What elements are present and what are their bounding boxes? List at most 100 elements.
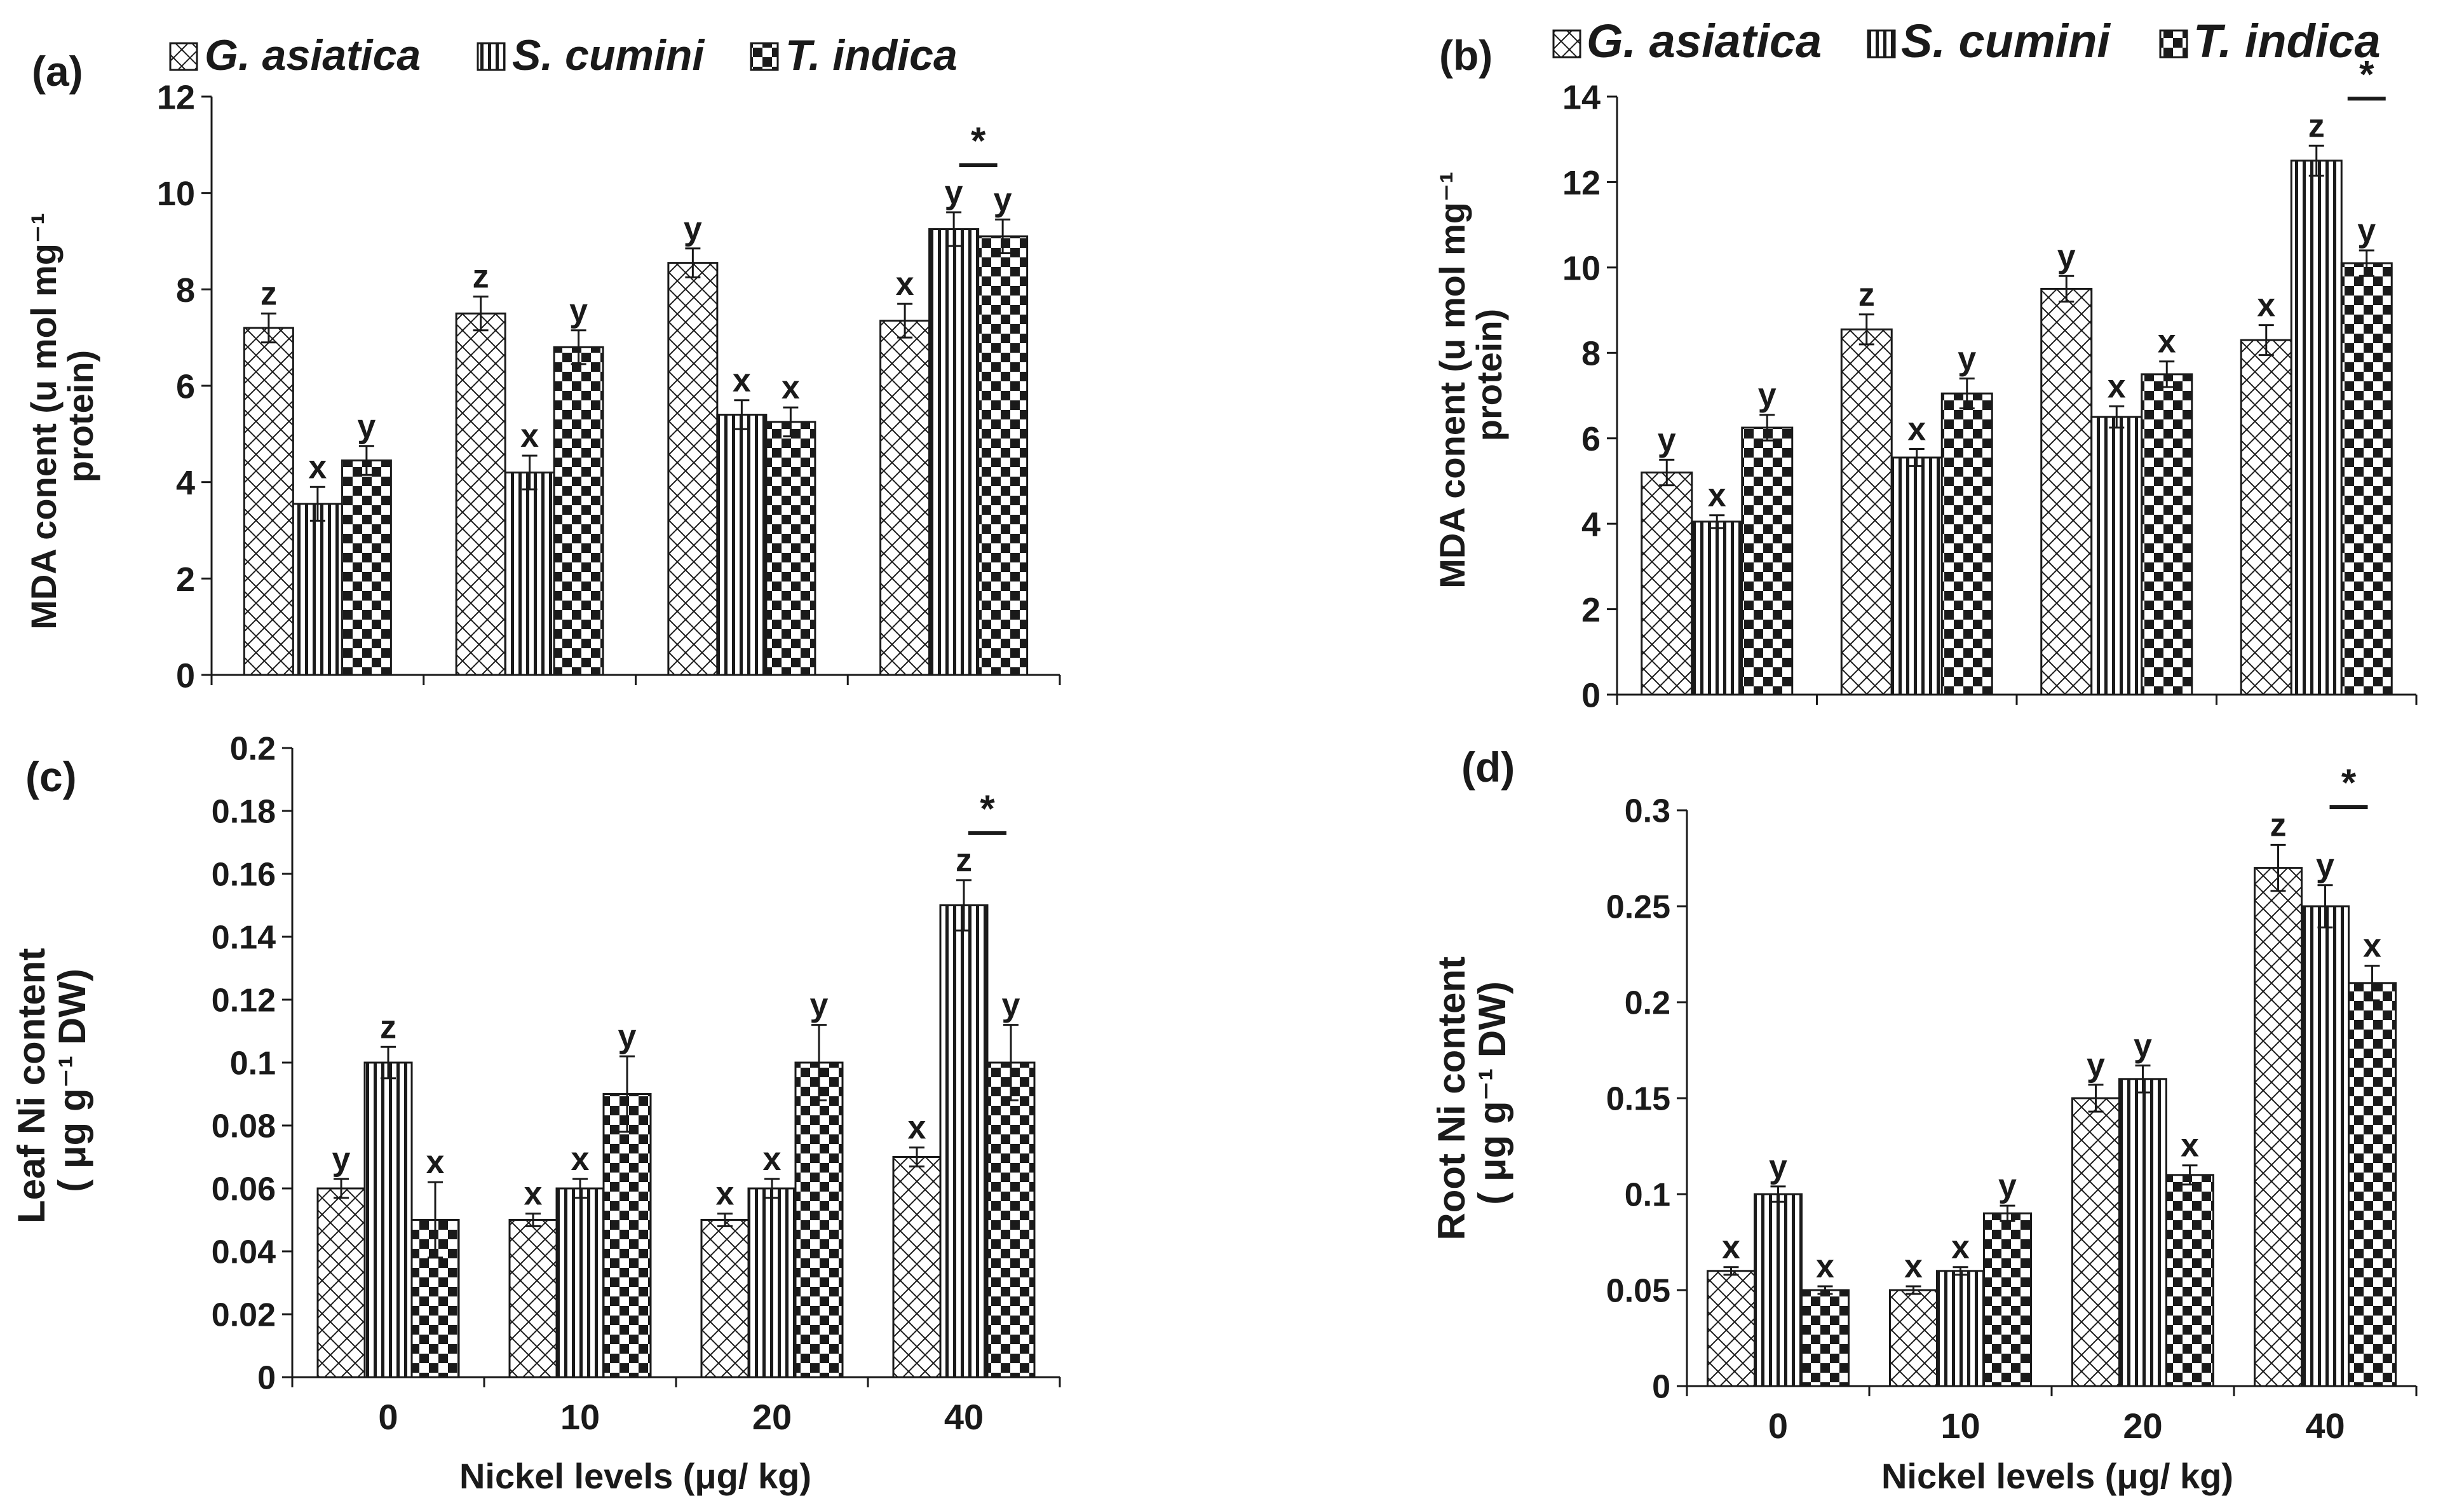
legend-item-t-indica: T. indica (750, 31, 958, 79)
y-axis-label: MDA conent (u mol mg⁻¹ protein) (1432, 161, 1509, 588)
y-tick-label: 12 (1562, 164, 1601, 202)
y-tick-label: 8 (176, 271, 195, 309)
y-tick-label: 0 (1652, 1369, 1670, 1406)
y-tick-label: 0.3 (1625, 793, 1670, 830)
bar-t-indica (2141, 373, 2193, 696)
bar-s-cumini (2290, 160, 2343, 696)
legend-item-s-cumini: S. cumini (1867, 15, 2111, 67)
bar-g-asiatica (667, 262, 719, 676)
significance-letter: y (1769, 1148, 1787, 1185)
legend-label: G. asiatica (1587, 15, 1822, 67)
bar-g-asiatica (1641, 471, 1693, 696)
y-tick-label: 0.16 (212, 857, 276, 894)
legend-item-g-asiatica: G. asiatica (169, 31, 421, 79)
y-tick-label: 0.2 (1625, 985, 1670, 1022)
significance-letter: y (618, 1018, 637, 1055)
legend-label: G. asiatica (205, 31, 421, 79)
significance-letter: y (1998, 1167, 2017, 1204)
significance-letter: y (332, 1141, 351, 1178)
significance-star: * (980, 787, 995, 830)
significance-letter: x (571, 1141, 590, 1178)
y-tick-label: 0.18 (212, 794, 276, 831)
y-axis-label: MDA conent (u mol mg⁻¹ protein) (24, 203, 100, 629)
y-axis-label: Leaf Ni content ( μg g⁻¹ DW) (10, 937, 93, 1223)
bar-t-indica (765, 421, 816, 676)
bar-t-indica (2340, 262, 2393, 696)
bar-s-cumini (1890, 456, 1943, 696)
significance-letter: x (1951, 1229, 1970, 1266)
bar-s-cumini (1936, 1270, 1985, 1387)
significance-letter: x (896, 266, 914, 303)
legend: G. asiatica S. cumini T. indica (169, 31, 958, 79)
y-tick-label: 0.05 (1606, 1273, 1670, 1310)
y-tick-label: 6 (176, 367, 195, 405)
significance-letter: x (1907, 411, 1926, 448)
legend-swatch-s-cumini (1867, 29, 1896, 58)
significance-letter: x (2158, 323, 2176, 360)
significance-star: * (2341, 761, 2357, 804)
significance-letter: z (473, 259, 489, 296)
significance-letter: x (733, 362, 751, 399)
x-tick-label: 10 (1940, 1406, 1980, 1446)
bar-t-indica (986, 1061, 1036, 1378)
legend-label: T. indica (785, 31, 958, 79)
bar-t-indica (1801, 1289, 1850, 1387)
bar-s-cumini (747, 1187, 797, 1378)
significance-letter: x (426, 1144, 445, 1181)
legend-item-t-indica: T. indica (2159, 15, 2381, 67)
significance-letter: z (2308, 107, 2325, 144)
significance-letter: z (1858, 276, 1875, 313)
x-tick-label: 40 (2305, 1406, 2345, 1446)
y-tick-label: 0.12 (212, 983, 276, 1019)
bar-g-asiatica (879, 320, 931, 676)
y-axis-label-line: ( μg g⁻¹ DW) (1471, 981, 1513, 1205)
bar-s-cumini (2301, 905, 2350, 1387)
bar-g-asiatica (316, 1187, 366, 1378)
bar-t-indica (977, 235, 1029, 676)
y-axis-label-line: protein) (60, 350, 100, 482)
y-tick-label: 0.14 (212, 920, 276, 956)
bar-s-cumini (939, 904, 989, 1378)
significance-letter: x (1708, 477, 1726, 514)
panel-label: (d) (1461, 744, 1515, 791)
significance-letter: y (1658, 421, 1676, 458)
legend-swatch-t-indica (2159, 29, 2188, 58)
significance-letter: x (520, 418, 539, 454)
y-tick-label: 2 (176, 561, 195, 599)
significance-letter: y (1758, 377, 1777, 414)
y-tick-label: 2 (1581, 591, 1601, 629)
y-tick-label: 0 (1581, 676, 1601, 714)
y-tick-label: 4 (176, 464, 195, 502)
bar-g-asiatica (2254, 867, 2303, 1387)
bar-t-indica (2165, 1174, 2214, 1387)
significance-letter: y (684, 210, 702, 247)
y-axis-label-line: ( μg g⁻¹ DW) (51, 969, 93, 1192)
bar-s-cumini (363, 1061, 413, 1378)
x-tick-label: 10 (560, 1397, 600, 1437)
significance-letter: x (524, 1176, 543, 1213)
x-tick-label: 0 (1768, 1406, 1788, 1446)
y-axis-label-line: MDA conent (u mol mg⁻¹ (24, 213, 64, 630)
y-axis-label-line: Root Ni content (1430, 956, 1473, 1241)
significance-letter: y (569, 292, 588, 329)
legend-swatch-g-asiatica (169, 42, 198, 71)
bar-g-asiatica (508, 1219, 558, 1378)
panel-label: (b) (1439, 32, 1493, 79)
y-tick-label: 10 (1562, 249, 1601, 287)
y-tick-label: 0.1 (230, 1045, 276, 1082)
significance-letter: x (716, 1176, 734, 1213)
y-tick-label: 0.06 (212, 1171, 276, 1208)
bar-s-cumini (504, 472, 555, 676)
x-tick-label: 20 (752, 1397, 792, 1437)
significance-letter: x (2108, 368, 2126, 405)
y-axis-label: Root Ni content ( μg g⁻¹ DW) (1430, 946, 1513, 1240)
significance-letter: x (2363, 928, 2381, 965)
significance-letter: y (2357, 212, 2376, 249)
panel-a: (a) G. asiatica S. cumini T. indica MDA … (24, 31, 1061, 695)
significance-star: * (971, 119, 986, 162)
significance-letter: y (810, 987, 829, 1024)
legend: G. asiatica S. cumini T. indica (1552, 15, 2381, 67)
significance-letter: x (2181, 1127, 2199, 1164)
significance-letter: y (357, 408, 376, 445)
